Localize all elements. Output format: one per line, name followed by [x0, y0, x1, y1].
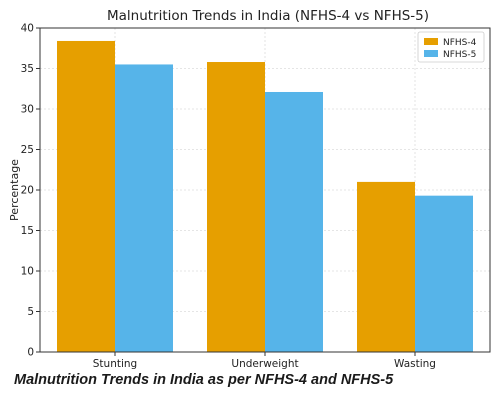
legend-label: NFHS-5 — [443, 50, 476, 60]
y-tick-label: 25 — [21, 144, 34, 156]
x-tick-label: Wasting — [394, 358, 436, 370]
bars — [57, 40, 473, 353]
bar-nfhs-5-stunting — [115, 64, 173, 352]
x-tick-label: Underweight — [231, 358, 298, 370]
legend-swatch — [424, 50, 438, 57]
malnutrition-bar-chart: Malnutrition Trends in India (NFHS-4 vs … — [8, 8, 491, 370]
bar-nfhs-5-underweight — [265, 91, 323, 353]
bar-nfhs-5-wasting — [415, 195, 473, 352]
bar-nfhs-4-underweight — [207, 62, 265, 353]
bar-nfhs-4-wasting — [357, 181, 415, 352]
legend-swatch — [424, 38, 438, 45]
legend: NFHS-4 NFHS-5 — [417, 31, 485, 63]
x-tick-label: Stunting — [93, 358, 137, 370]
y-tick-label: 40 — [21, 23, 34, 35]
plot-frame — [39, 27, 491, 353]
y-tick-label: 0 — [27, 347, 34, 359]
y-tick-label: 5 — [27, 306, 34, 318]
chart-title: Malnutrition Trends in India (NFHS-4 vs … — [107, 8, 429, 24]
y-tick-label: 35 — [21, 63, 34, 75]
bar-nfhs-4-stunting — [57, 40, 115, 353]
axes: 0 5 10 15 20 25 30 35 40 Stunting Underweight Wasti… — [21, 23, 491, 370]
y-tick-label: 10 — [21, 266, 34, 278]
y-tick-label: 20 — [21, 185, 34, 197]
y-axis-label: Percentage — [8, 159, 21, 221]
y-tick-label: 30 — [21, 104, 34, 116]
y-tick-label: 15 — [21, 225, 34, 237]
legend-label: NFHS-4 — [443, 38, 477, 48]
figure-caption: Malnutrition Trends in India as per NFHS… — [14, 372, 394, 388]
